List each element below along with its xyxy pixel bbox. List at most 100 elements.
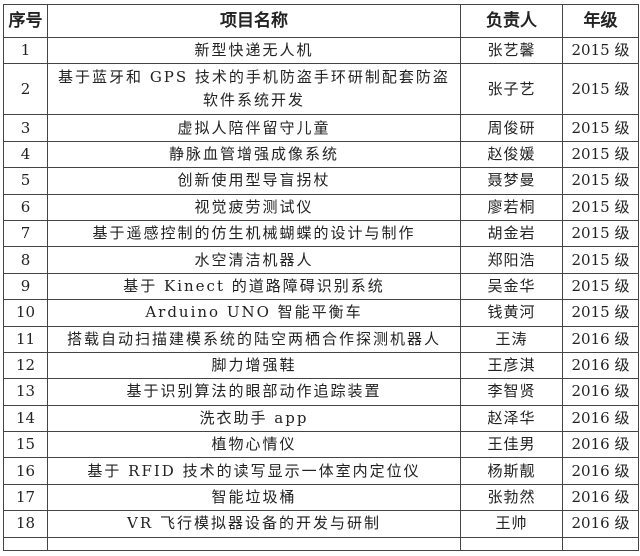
cell-index: 18: [3, 510, 48, 538]
table-row-partial: [3, 536, 639, 551]
cell-name: 创新使用型导盲拐杖: [47, 167, 461, 195]
cell-name: 搭载自动扫描建模系统的陆空两栖合作探测机器人: [47, 325, 461, 353]
header-row: 序号 项目名称 负责人 年级: [3, 4, 639, 38]
cell-leader: 李智贤: [460, 378, 563, 406]
cell-leader: 张艺馨: [460, 36, 563, 65]
table-row: 11 搭载自动扫描建模系统的陆空两栖合作探测机器人 王涛 2016 级: [3, 325, 639, 353]
cell-leader: 赵俊媛: [460, 140, 563, 169]
cell-name: VR 飞行模拟器设备的开发与研制: [47, 510, 461, 538]
empty-cell: [3, 536, 48, 551]
cell-index: 11: [3, 325, 48, 353]
cell-index: 9: [3, 272, 48, 301]
cell-name: 植物心情仪: [47, 431, 461, 459]
table-row: 17 智能垃圾桶 张勃然 2016 级: [3, 483, 639, 512]
cell-index: 4: [3, 140, 48, 169]
table-row: 4 静脉血管增强成像系统 赵俊媛 2015 级: [3, 140, 639, 169]
cell-leader: 杨斯靓: [460, 457, 563, 485]
cell-grade: 2016 级: [562, 404, 639, 433]
cell-grade: 2015 级: [562, 272, 639, 301]
table-row: 6 视觉疲劳测试仪 廖若桐 2015 级: [3, 193, 639, 221]
cell-grade: 2016 级: [562, 351, 639, 380]
cell-index: 1: [3, 36, 48, 65]
cell-grade: 2016 级: [562, 325, 639, 353]
cell-leader: 吴金华: [460, 272, 563, 301]
table-row: 5 创新使用型导盲拐杖 聂梦曼 2015 级: [3, 167, 639, 195]
cell-leader: 胡金岩: [460, 219, 563, 248]
table-row: 16 基于 RFID 技术的读写显示一体室内定位仪 杨斯靓 2016 级: [3, 457, 639, 485]
cell-name: 基于 RFID 技术的读写显示一体室内定位仪: [47, 457, 461, 485]
cell-leader: 王佳男: [460, 431, 563, 459]
cell-grade: 2016 级: [562, 483, 639, 512]
cell-grade: 2016 级: [562, 431, 639, 459]
cell-index: 13: [3, 378, 48, 406]
cell-name: Arduino UNO 智能平衡车: [47, 299, 461, 327]
table-row: 8 水空清洁机器人 郑阳浩 2015 级: [3, 246, 639, 274]
cell-grade: 2015 级: [562, 140, 639, 169]
cell-leader: 郑阳浩: [460, 246, 563, 274]
cell-leader: 王涛: [460, 325, 563, 353]
cell-grade: 2015 级: [562, 63, 639, 116]
table-row: 7 基于遥感控制的仿生机械蝴蝶的设计与制作 胡金岩 2015 级: [3, 219, 639, 248]
table-row: 10 Arduino UNO 智能平衡车 钱黄河 2015 级: [3, 299, 639, 327]
table-row: 2 基于蓝牙和 GPS 技术的手机防盗手环研制配套防盗软件系统开发 张子艺 2015 …: [3, 63, 639, 116]
cell-name: 基于遥感控制的仿生机械蝴蝶的设计与制作: [47, 219, 461, 248]
empty-cell: [47, 536, 461, 551]
table-row: 14 洗衣助手 app 赵泽华 2016 级: [3, 404, 639, 433]
cell-index: 6: [3, 193, 48, 221]
header-leader: 负责人: [460, 4, 563, 38]
cell-index: 5: [3, 167, 48, 195]
header-grade: 年级: [562, 4, 639, 38]
cell-index: 7: [3, 219, 48, 248]
cell-leader: 张勃然: [460, 483, 563, 512]
cell-leader: 聂梦曼: [460, 167, 563, 195]
empty-cell: [562, 536, 639, 551]
cell-leader: 张子艺: [460, 63, 563, 116]
table-row: 18 VR 飞行模拟器设备的开发与研制 王帅 2016 级: [3, 510, 639, 538]
cell-index: 3: [3, 114, 48, 142]
cell-grade: 2016 级: [562, 378, 639, 406]
cell-leader: 钱黄河: [460, 299, 563, 327]
cell-index: 15: [3, 431, 48, 459]
table-row: 3 虚拟人陪伴留守儿童 周俊研 2015 级: [3, 114, 639, 142]
table-row: 12 脚力增强鞋 王彦淇 2016 级: [3, 351, 639, 380]
cell-index: 8: [3, 246, 48, 274]
cell-name: 脚力增强鞋: [47, 351, 461, 380]
cell-leader: 廖若桐: [460, 193, 563, 221]
cell-name: 基于识别算法的眼部动作追踪装置: [47, 378, 461, 406]
cell-leader: 王彦淇: [460, 351, 563, 380]
cell-index: 12: [3, 351, 48, 380]
cell-name: 基于蓝牙和 GPS 技术的手机防盗手环研制配套防盗软件系统开发: [47, 63, 461, 116]
cell-index: 10: [3, 299, 48, 327]
table-row: 15 植物心情仪 王佳男 2016 级: [3, 431, 639, 459]
cell-grade: 2015 级: [562, 299, 639, 327]
table-row: 9 基于 Kinect 的道路障碍识别系统 吴金华 2015 级: [3, 272, 639, 301]
cell-grade: 2016 级: [562, 457, 639, 485]
header-name: 项目名称: [47, 4, 461, 38]
table-row: 13 基于识别算法的眼部动作追踪装置 李智贤 2016 级: [3, 378, 639, 406]
cell-leader: 王帅: [460, 510, 563, 538]
cell-grade: 2015 级: [562, 193, 639, 221]
header-index: 序号: [3, 4, 48, 38]
cell-name: 基于 Kinect 的道路障碍识别系统: [47, 272, 461, 301]
cell-grade: 2016 级: [562, 510, 639, 538]
cell-index: 17: [3, 483, 48, 512]
project-table: 序号 项目名称 负责人 年级 1 新型快递无人机 张艺馨 2015 级 2 基于蓝牙和 G…: [3, 4, 639, 551]
cell-index: 16: [3, 457, 48, 485]
cell-name: 洗衣助手 app: [47, 404, 461, 433]
cell-grade: 2015 级: [562, 246, 639, 274]
cell-grade: 2015 级: [562, 167, 639, 195]
cell-leader: 周俊研: [460, 114, 563, 142]
cell-name: 新型快递无人机: [47, 36, 461, 65]
cell-index: 2: [3, 63, 48, 116]
cell-grade: 2015 级: [562, 219, 639, 248]
cell-grade: 2015 级: [562, 36, 639, 65]
cell-name: 视觉疲劳测试仪: [47, 193, 461, 221]
cell-leader: 赵泽华: [460, 404, 563, 433]
cell-name: 水空清洁机器人: [47, 246, 461, 274]
cell-name: 智能垃圾桶: [47, 483, 461, 512]
cell-name: 虚拟人陪伴留守儿童: [47, 114, 461, 142]
cell-name: 静脉血管增强成像系统: [47, 140, 461, 169]
cell-index: 14: [3, 404, 48, 433]
empty-cell: [460, 536, 563, 551]
cell-grade: 2015 级: [562, 114, 639, 142]
